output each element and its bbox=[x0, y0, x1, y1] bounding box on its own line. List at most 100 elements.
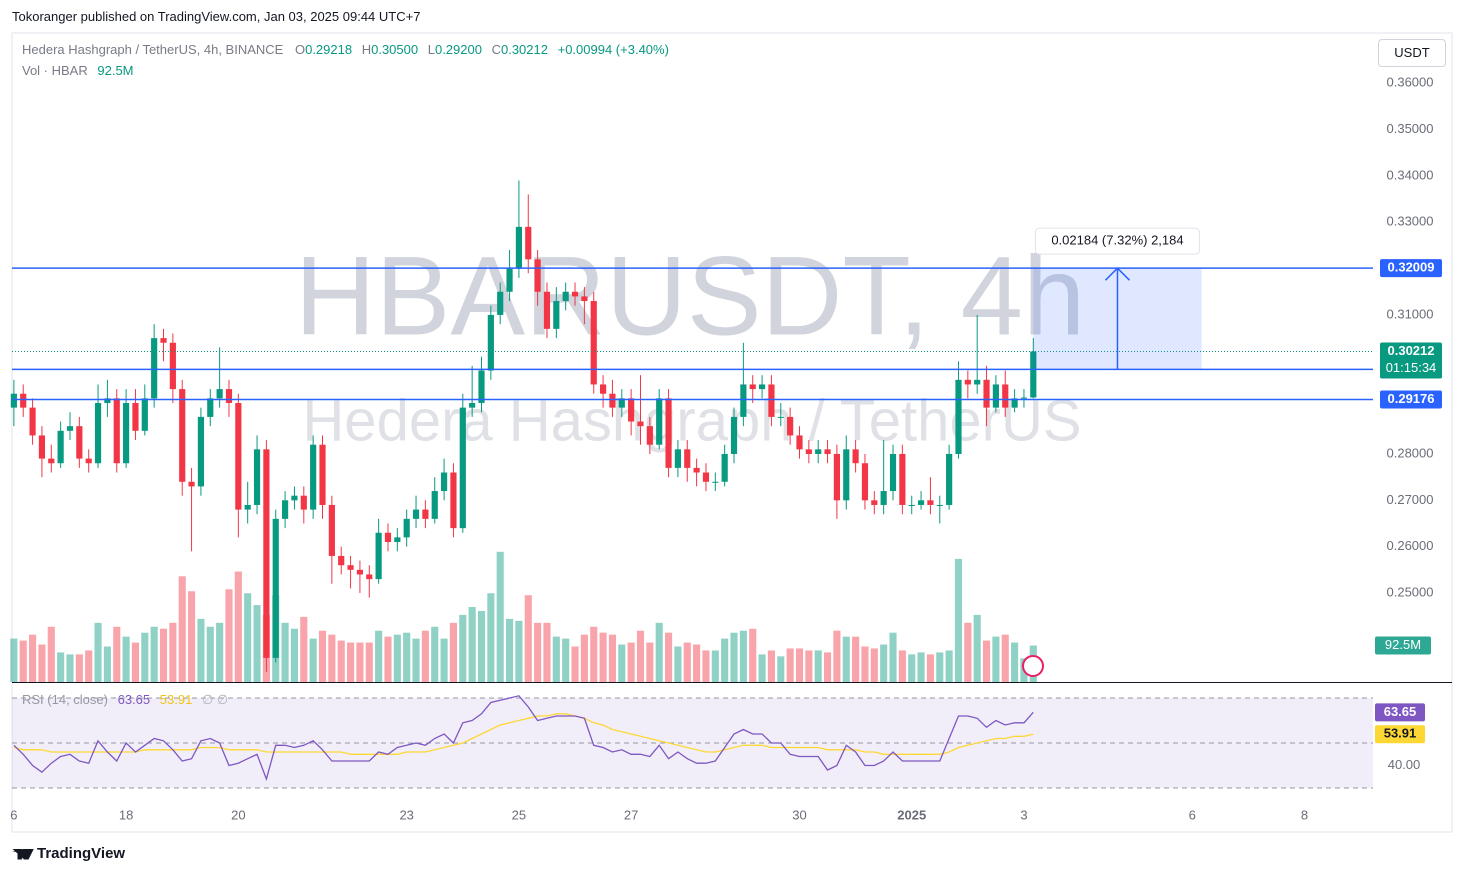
candle-body bbox=[730, 416, 738, 454]
volume-axis-label: 92.5M bbox=[1385, 637, 1421, 652]
volume-bar bbox=[216, 622, 224, 682]
x-tick-label: 25 bbox=[512, 807, 526, 822]
volume-bar bbox=[936, 652, 944, 682]
y-tick-label: 0.31000 bbox=[1387, 306, 1434, 321]
volume-bar bbox=[880, 644, 888, 682]
volume-bar bbox=[534, 622, 542, 682]
candle-body bbox=[113, 398, 120, 464]
volume-bar bbox=[954, 558, 963, 682]
volume-bar bbox=[571, 646, 579, 682]
volume-bar bbox=[431, 626, 439, 682]
volume-bar bbox=[131, 642, 140, 682]
brand-name: TradingView bbox=[37, 845, 126, 862]
candle-body bbox=[796, 435, 803, 450]
volume-bar bbox=[47, 626, 55, 682]
volume-bar bbox=[833, 630, 841, 682]
rsi-ma-value: 53.91 bbox=[160, 692, 193, 707]
publisher-line: Tokoranger published on TradingView.com,… bbox=[12, 9, 421, 24]
legend-value: 0.30212 bbox=[501, 42, 548, 57]
rsi-extra: ∅ ∅ bbox=[202, 692, 228, 707]
candle-body bbox=[384, 532, 392, 543]
measure-arrow-head bbox=[1104, 267, 1131, 281]
candle-body bbox=[899, 453, 906, 505]
candle-body bbox=[253, 449, 261, 505]
y-tick-label: 0.34000 bbox=[1387, 167, 1434, 182]
candle-body bbox=[618, 398, 625, 408]
brand-logo bbox=[12, 848, 34, 860]
volume-bar bbox=[964, 622, 972, 682]
candle-body bbox=[1011, 398, 1018, 408]
y-tick-label: 0.36000 bbox=[1387, 75, 1434, 90]
volume-bar bbox=[244, 593, 252, 682]
candle-body bbox=[29, 407, 36, 436]
volume-legend: Vol · HBAR 92.5M bbox=[22, 63, 134, 78]
rsi-tick-label: 40.00 bbox=[1388, 757, 1421, 772]
volume-bar bbox=[861, 646, 869, 682]
candle-body bbox=[57, 430, 64, 464]
candle-body bbox=[515, 226, 522, 269]
rsi-badge-bg bbox=[1375, 725, 1425, 744]
volume-bar bbox=[543, 622, 551, 682]
candle-body bbox=[38, 435, 46, 459]
volume-bar bbox=[347, 642, 355, 682]
x-tick-label: 27 bbox=[624, 807, 638, 822]
candle-body bbox=[104, 398, 111, 403]
volume-bar bbox=[253, 605, 261, 682]
candle-body bbox=[319, 444, 326, 505]
candle-body bbox=[843, 449, 850, 501]
legend-value: 0.30500 bbox=[371, 42, 418, 57]
watermark: HBARUSDT, 4h bbox=[295, 234, 1085, 359]
candle-body bbox=[197, 416, 205, 487]
y-tick-label: 0.25000 bbox=[1387, 584, 1434, 599]
rsi-line bbox=[13, 695, 1034, 782]
candle-body bbox=[543, 291, 551, 329]
candle-body bbox=[684, 449, 691, 468]
candle-body bbox=[403, 518, 410, 538]
candle-body bbox=[48, 458, 55, 464]
candle-body bbox=[469, 402, 476, 408]
volume-bar bbox=[842, 636, 850, 682]
candle-body bbox=[441, 472, 448, 492]
event-icon[interactable] bbox=[1022, 655, 1044, 677]
volume-bar bbox=[982, 640, 991, 682]
volume-bar bbox=[590, 626, 598, 682]
volume-bar bbox=[337, 640, 345, 682]
background-layer: HBARUSDT, 4h Hedera Hashgraph / TetherUS bbox=[12, 234, 1373, 789]
candle-body bbox=[534, 259, 541, 292]
candle-body bbox=[768, 384, 775, 417]
x-tick-label: 2025 bbox=[897, 807, 926, 822]
candle-body bbox=[815, 449, 822, 454]
volume-bar bbox=[459, 614, 467, 682]
price-label: 0.29176 bbox=[1388, 391, 1435, 406]
candle-body bbox=[917, 500, 925, 505]
y-tick-label: 0.33000 bbox=[1387, 214, 1434, 229]
candle-body bbox=[216, 389, 223, 399]
volume-bar bbox=[889, 632, 897, 682]
volume-bar bbox=[281, 622, 289, 682]
volume-bar bbox=[524, 595, 532, 682]
candle-body bbox=[983, 379, 990, 408]
volume-bar bbox=[917, 652, 925, 682]
candle-body bbox=[609, 393, 616, 408]
candle-body bbox=[123, 402, 130, 464]
volume-bar bbox=[693, 644, 701, 682]
volume-bar bbox=[10, 638, 18, 682]
volume-bar bbox=[169, 622, 177, 682]
legend-key: C bbox=[492, 42, 501, 57]
volume-bar bbox=[75, 654, 83, 682]
currency-button[interactable]: USDT bbox=[1378, 39, 1446, 67]
volume-bar bbox=[823, 652, 832, 682]
volume-bar bbox=[627, 642, 635, 682]
volume-bar bbox=[599, 632, 607, 682]
candle-body bbox=[225, 389, 233, 403]
candle-body bbox=[141, 398, 148, 431]
candle-body bbox=[889, 453, 897, 492]
candle-body bbox=[553, 301, 560, 329]
volume-bar bbox=[468, 607, 476, 682]
candle-body bbox=[497, 291, 504, 315]
volume-bar bbox=[300, 616, 308, 682]
candle-body bbox=[338, 555, 345, 566]
candle-body bbox=[824, 449, 831, 454]
x-tick-label: 6 bbox=[10, 807, 17, 822]
volume-bar bbox=[795, 648, 804, 682]
